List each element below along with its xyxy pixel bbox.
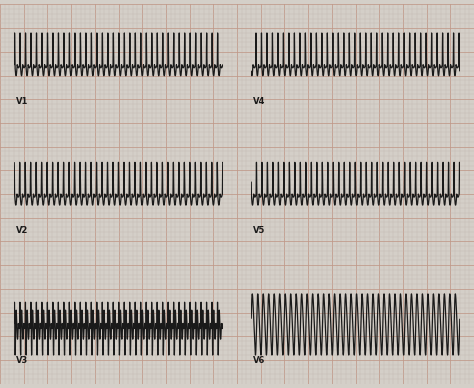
Text: V4: V4	[253, 97, 266, 106]
Text: V1: V1	[16, 97, 29, 106]
Text: V5: V5	[253, 226, 266, 235]
Text: V3: V3	[16, 356, 28, 365]
Text: V2: V2	[16, 226, 29, 235]
Text: V6: V6	[253, 356, 266, 365]
